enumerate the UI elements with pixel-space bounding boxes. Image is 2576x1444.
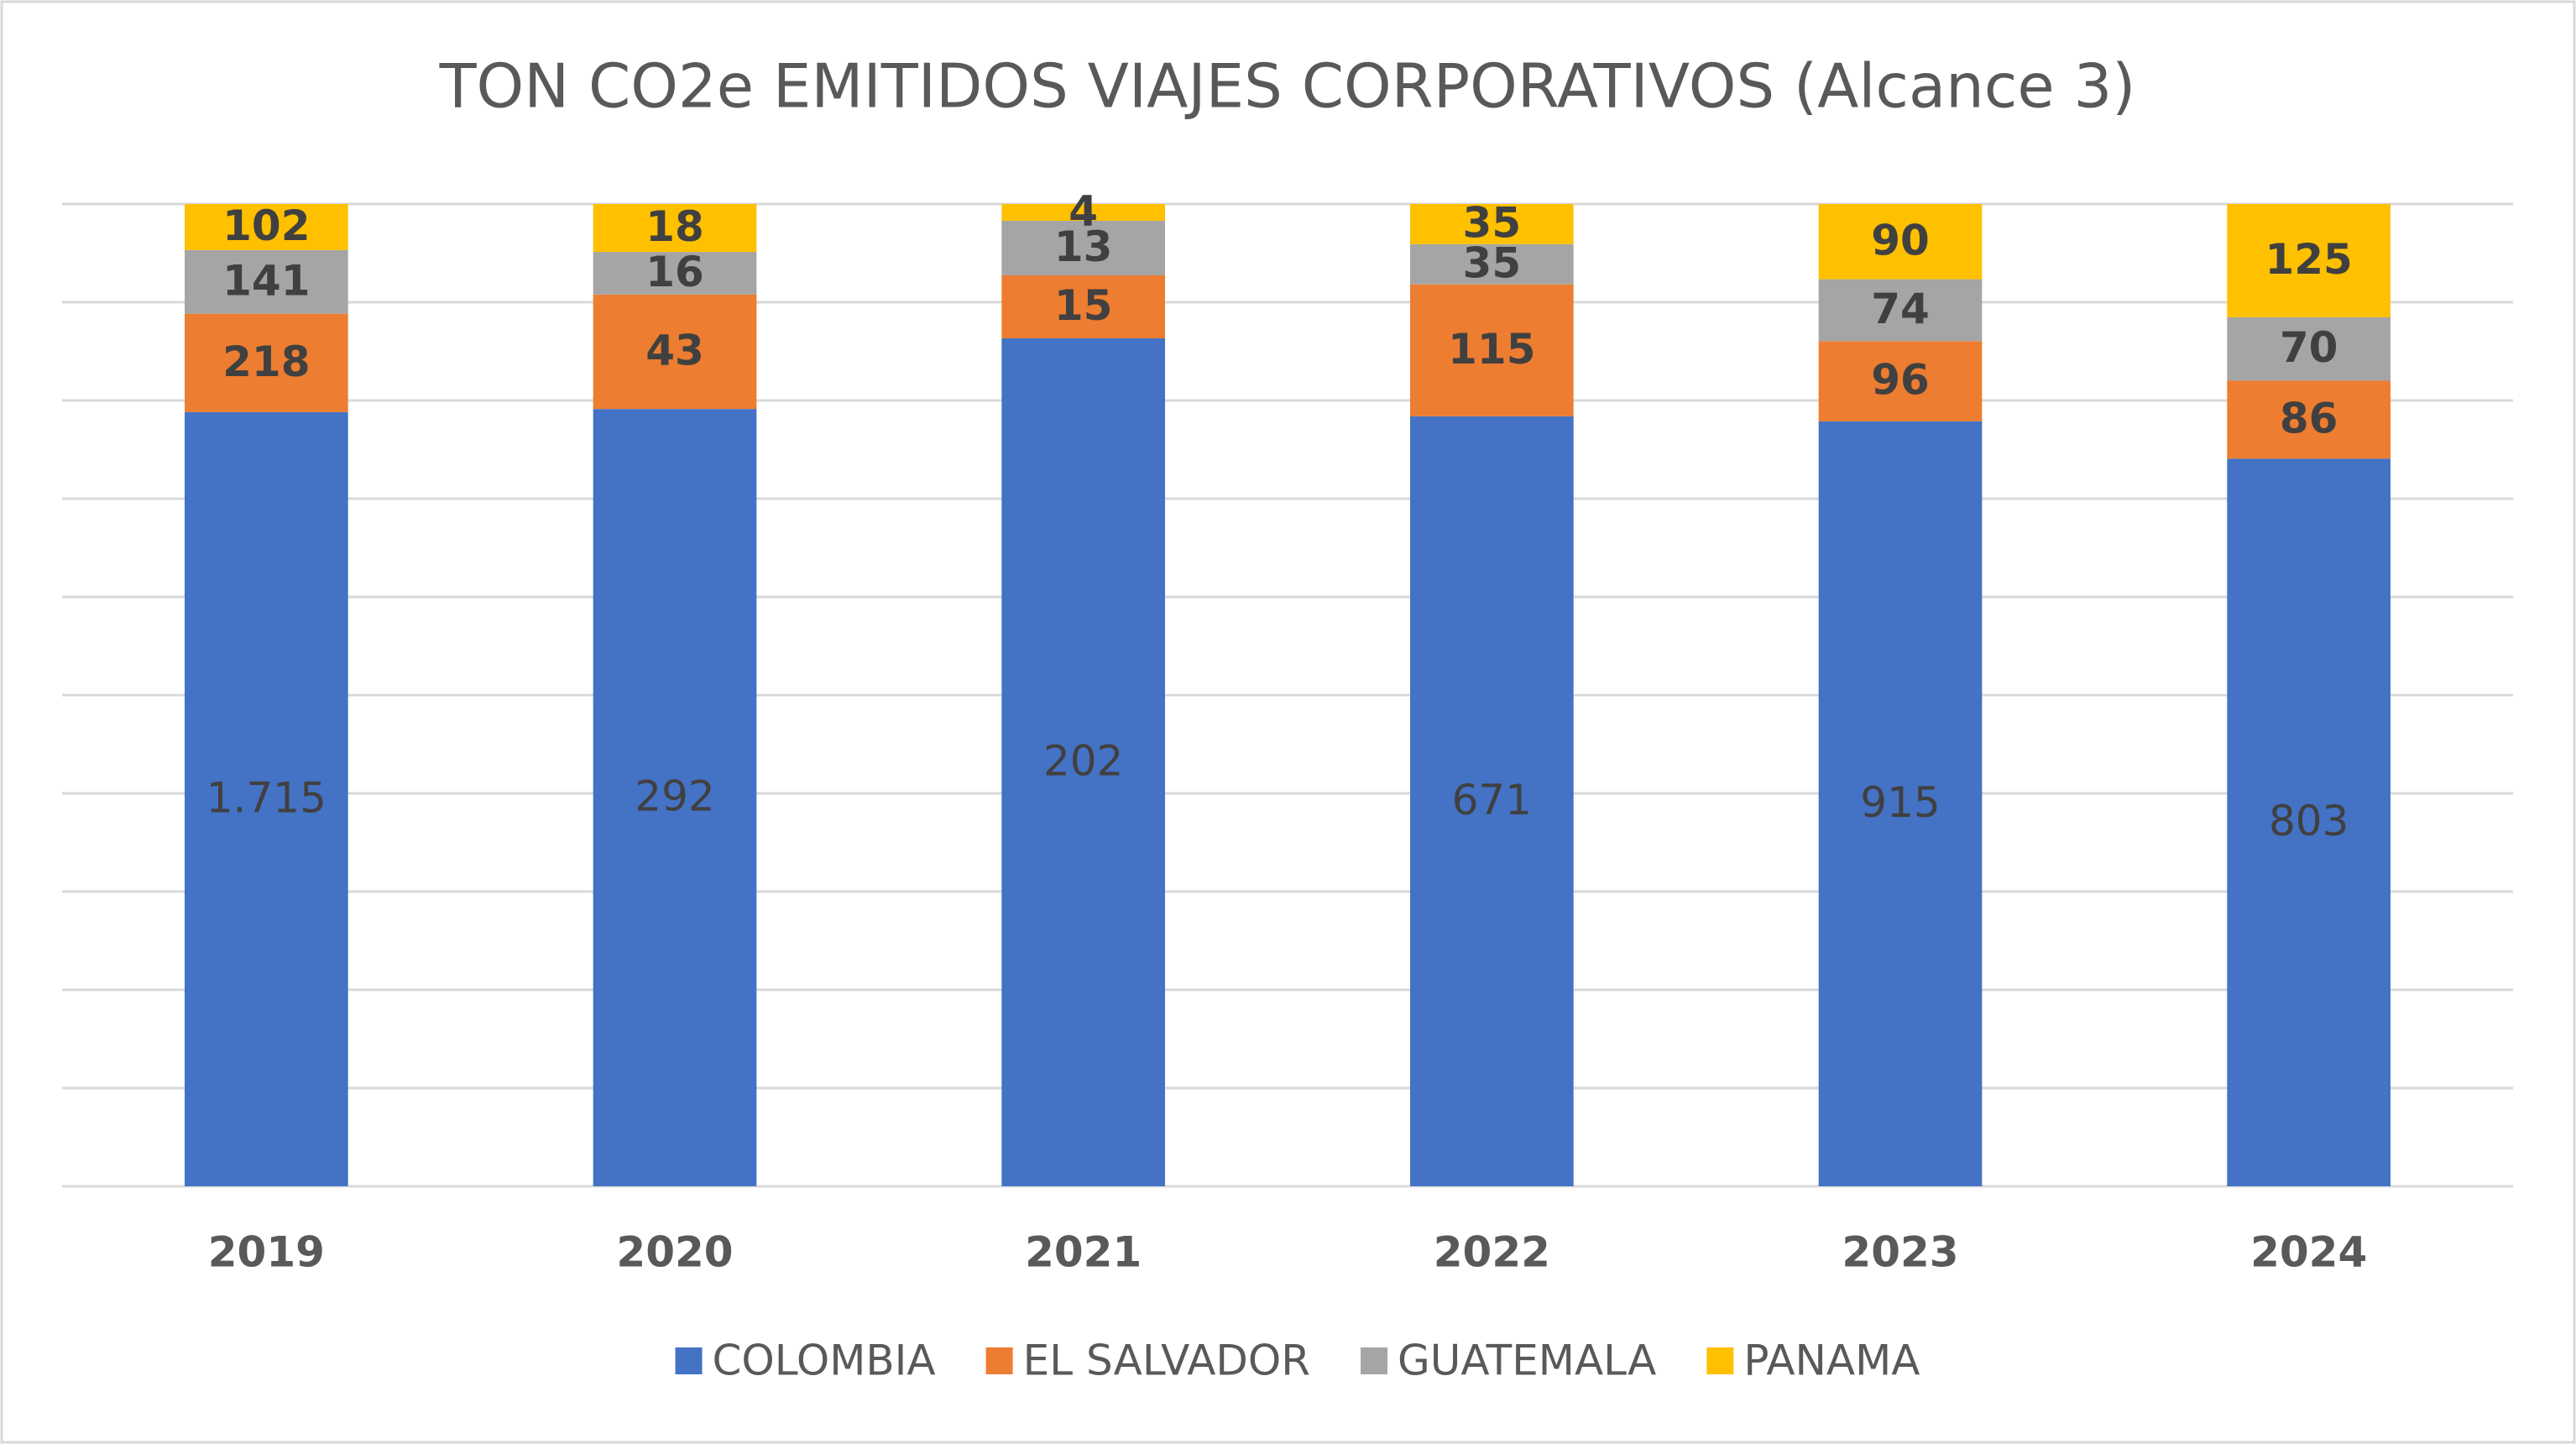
data-label: 202	[1043, 737, 1123, 786]
data-label: 18	[645, 202, 704, 251]
x-tick-label: 2024	[2250, 1228, 2367, 1277]
data-label: 43	[645, 326, 704, 374]
data-label: 915	[1860, 778, 1940, 827]
data-label: 74	[1871, 285, 1930, 333]
bar-segment	[185, 313, 348, 412]
bar-segment	[1001, 275, 1165, 338]
bar-segment	[185, 204, 348, 250]
x-tick-label: 2021	[1025, 1228, 1142, 1277]
bar-segment	[1001, 204, 1165, 221]
data-label: 70	[2280, 323, 2338, 372]
bar-segment	[1410, 284, 1574, 416]
data-label: 102	[222, 201, 310, 250]
x-tick-label: 2023	[1842, 1228, 1958, 1277]
data-label: 125	[2265, 235, 2352, 284]
legend-swatch	[675, 1347, 703, 1374]
bar-segment	[185, 249, 348, 314]
data-label: 803	[2269, 797, 2349, 845]
bar-segment	[1818, 421, 1983, 1186]
bar-segment	[593, 294, 757, 410]
x-tick-label: 2020	[616, 1228, 733, 1277]
bar-segment	[1410, 204, 1574, 244]
legend-swatch	[1706, 1347, 1734, 1374]
legend-label: EL SALVADOR	[1023, 1337, 1310, 1385]
data-label: 35	[1463, 238, 1522, 287]
bar-segment	[185, 411, 348, 1186]
bar-segment	[2227, 204, 2391, 317]
legend-label: GUATEMALA	[1398, 1337, 1656, 1385]
data-label: 15	[1054, 281, 1113, 330]
bar-segment	[2227, 458, 2391, 1186]
chart-title: TON CO2e EMITIDOS VIAJES CORPORATIVOS (A…	[439, 51, 2136, 122]
data-label: 1.715	[206, 773, 327, 822]
x-tick-label: 2019	[208, 1228, 325, 1277]
data-label: 90	[1871, 216, 1930, 264]
data-label: 292	[635, 772, 714, 821]
bar-segment	[1001, 338, 1165, 1186]
bar-segment	[1410, 243, 1574, 285]
data-label: 141	[222, 256, 310, 305]
legend-swatch	[1361, 1347, 1388, 1374]
data-label: 13	[1054, 222, 1113, 271]
bar-segment	[593, 204, 757, 253]
data-label: 16	[645, 248, 704, 296]
bar-segment	[1818, 341, 1983, 421]
bar-segment	[593, 252, 757, 295]
bar-segment	[1001, 221, 1165, 275]
bar-segment	[593, 409, 757, 1186]
data-label: 4	[1069, 187, 1098, 236]
bar-segment	[2227, 317, 2391, 381]
data-label: 218	[222, 337, 310, 386]
legend-label: PANAMA	[1743, 1337, 1920, 1385]
data-label: 671	[1452, 776, 1532, 824]
bar-segment	[1818, 279, 1983, 342]
bar-segment	[1818, 204, 1983, 280]
data-label: 96	[1871, 356, 1930, 405]
bar-segment	[1410, 416, 1574, 1186]
legend-label: COLOMBIA	[713, 1337, 936, 1385]
data-label: 115	[1448, 325, 1535, 374]
x-tick-label: 2022	[1434, 1228, 1550, 1277]
data-label: 86	[2280, 394, 2338, 442]
legend-swatch	[985, 1347, 1013, 1374]
bar-segment	[2227, 380, 2391, 459]
data-label: 35	[1463, 198, 1522, 247]
